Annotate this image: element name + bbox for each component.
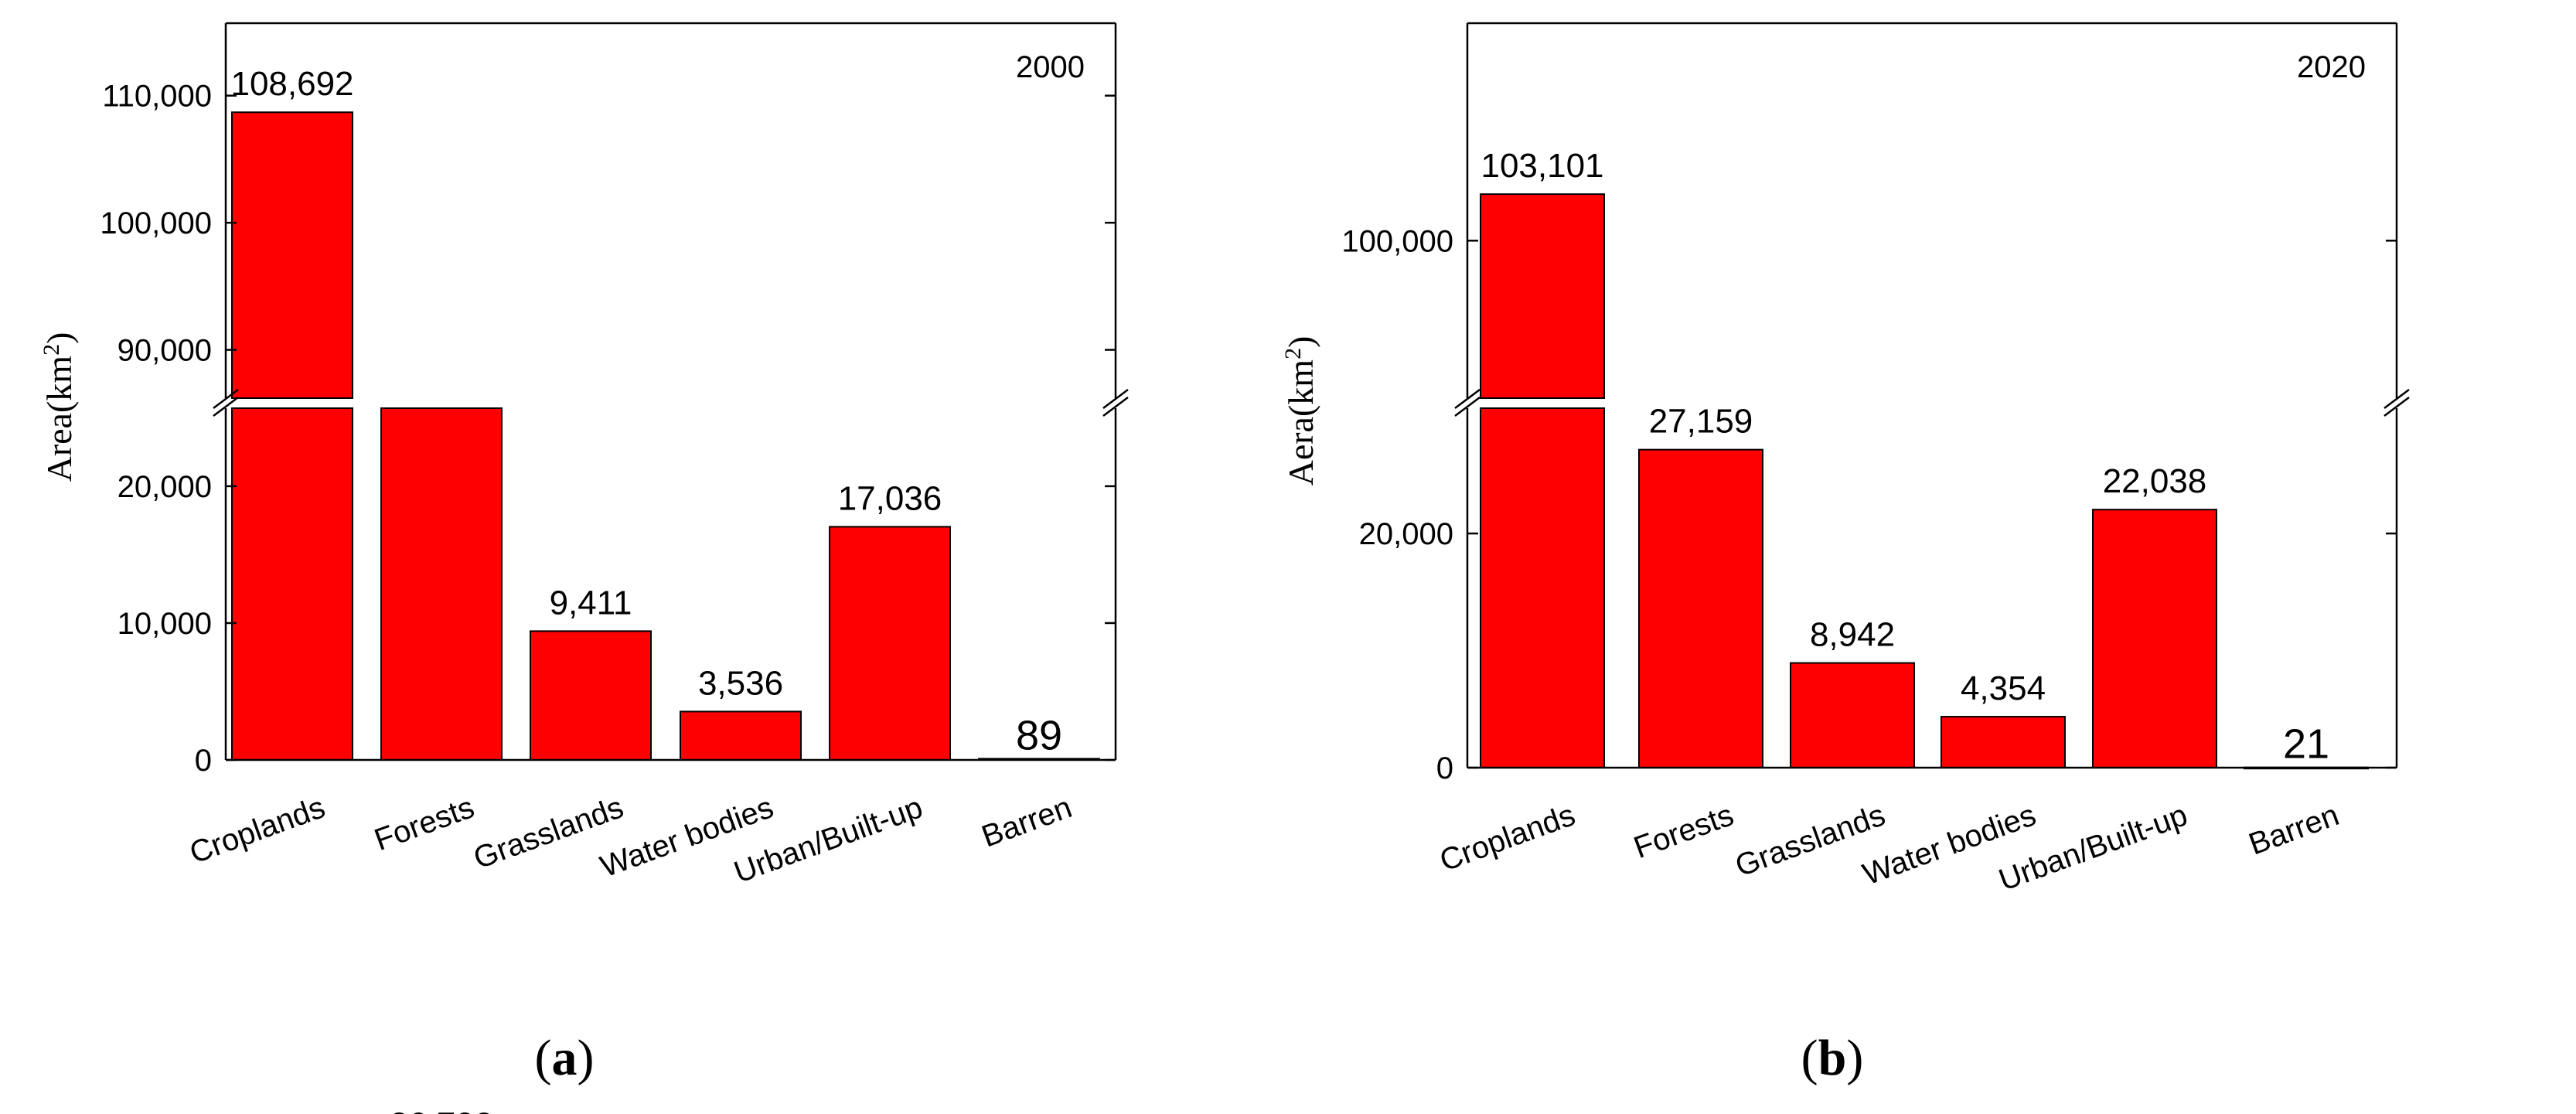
y-tick-label: 110,000 (102, 80, 212, 114)
y-tick-label: 100,000 (100, 206, 212, 240)
x-tick-label: Croplands (1436, 798, 1579, 878)
axis-break-mark (1102, 389, 1129, 409)
y-tick-label: 100,000 (1341, 224, 1453, 258)
x-tick-label: Croplands (186, 790, 329, 870)
axis-break-gap (1468, 399, 2396, 407)
data-label: 89 (1016, 712, 1062, 758)
data-label: 26,798 (390, 1106, 494, 1114)
axis-break-mark (1102, 397, 1129, 417)
data-label: 21 (2283, 721, 2329, 768)
data-label: 27,159 (1649, 403, 1753, 441)
x-tick-label: Forests (1630, 798, 1738, 865)
bar (1638, 448, 1763, 768)
y-tick-label: 20,000 (1359, 517, 1453, 551)
y-tick-label: 10,000 (118, 607, 212, 641)
data-label: 108,692 (230, 65, 353, 103)
bar (680, 710, 802, 761)
axis-break-mark (2383, 397, 2410, 417)
axis-break-mark (213, 389, 239, 409)
axis-break-mark (1454, 389, 1481, 409)
data-label: 22,038 (2103, 462, 2207, 500)
bar (1941, 716, 2066, 769)
y-tick-label: 0 (195, 744, 212, 778)
bar-lower-part (380, 407, 503, 761)
bar (829, 526, 951, 761)
chart-panel-a: 0 10,000 20,000 90,000 100,000 110,000 Area(km… (39, 22, 1129, 1114)
bar (1790, 662, 1915, 768)
data-label: 9,411 (550, 584, 632, 622)
data-label: 17,036 (838, 479, 942, 517)
axis-break-mark (1454, 397, 1481, 417)
bar-lower-part (1480, 407, 1605, 768)
x-tick-label: Forests (370, 790, 479, 857)
axis-break-mark (213, 397, 239, 417)
y-axis-title: Aera(km2) (1280, 336, 1321, 486)
bar-upper-part (1480, 193, 1605, 399)
y-tick-label: 0 (1436, 751, 1453, 785)
panel-label: (b) (1801, 1030, 1864, 1086)
data-label: 4,354 (1961, 669, 2046, 707)
x-tick-label: Barren (2244, 798, 2343, 861)
chart-panel-b: 0 20,000 100,000 Aera(km2) 103,101 27,159 8,94… (1280, 22, 2410, 1086)
data-label: 3,536 (698, 664, 783, 702)
y-tick-label: 90,000 (118, 334, 212, 368)
data-label: 103,101 (1481, 147, 1603, 185)
axis-break-gap (227, 399, 1115, 407)
year-label: 2000 (1016, 50, 1085, 84)
y-tick-label: 20,000 (118, 470, 212, 504)
panel-label: (a) (535, 1030, 595, 1086)
x-tick-label: Barren (977, 790, 1076, 853)
bar (2092, 509, 2217, 768)
bar-lower-part (231, 407, 353, 761)
y-axis-title: Area(km2) (39, 332, 80, 482)
year-label: 2020 (2297, 50, 2366, 84)
bar-upper-part (231, 111, 353, 399)
bar (530, 630, 652, 761)
data-label: 8,942 (1810, 616, 1895, 654)
axis-break-mark (2383, 389, 2410, 409)
